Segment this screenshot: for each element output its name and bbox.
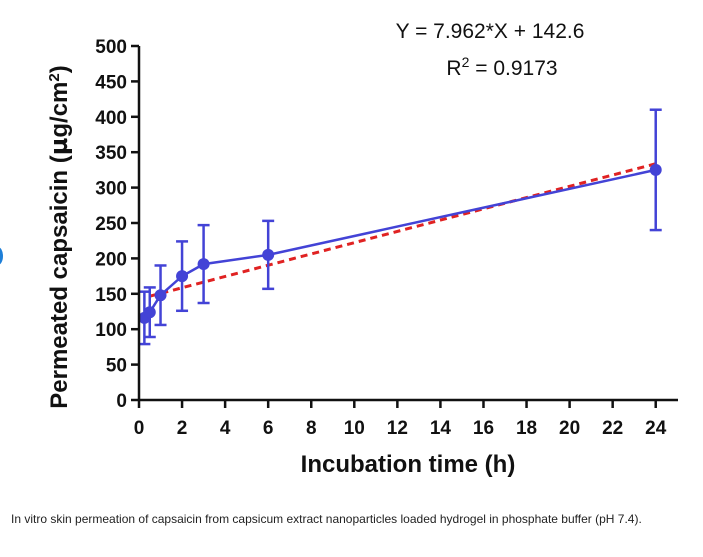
x-tick-label: 24: [645, 418, 667, 439]
y-tick-label: 200: [95, 249, 127, 270]
fit-equation: Y = 7.962*X + 142.6: [396, 20, 585, 43]
x-tick-label: 16: [473, 418, 494, 439]
x-tick-label: 8: [306, 418, 317, 439]
data-point: [154, 289, 167, 302]
x-tick-label: 12: [387, 418, 408, 439]
data-point: [197, 258, 210, 271]
figure-caption: In vitro skin permeation of capsaicin fr…: [11, 512, 642, 526]
x-tick-label: 6: [263, 418, 274, 439]
x-tick-label: 2: [177, 418, 188, 439]
data-point: [649, 163, 662, 176]
data-point: [143, 306, 156, 319]
y-tick-label: 50: [106, 356, 127, 377]
y-tick-label: 400: [95, 108, 127, 129]
x-tick-label: 20: [559, 418, 580, 439]
y-tick-label: 300: [95, 179, 127, 200]
data-point: [262, 248, 275, 261]
y-tick-label: 450: [95, 72, 127, 93]
plot-area: [138, 108, 662, 346]
fit-line: [149, 162, 657, 298]
x-tick-label: 4: [220, 418, 231, 439]
x-tick-label: 18: [516, 418, 537, 439]
x-tick-label: 22: [602, 418, 623, 439]
y-tick-label: 100: [95, 320, 127, 341]
x-tick-label: 0: [134, 418, 145, 439]
r-squared: R2 = 0.9173: [446, 54, 557, 80]
y-tick-label: 250: [95, 214, 127, 235]
y-tick-label: 150: [95, 285, 127, 306]
y-tick-label: 0: [116, 391, 127, 412]
x-tick-label: 14: [430, 418, 452, 439]
x-axis-title: Incubation time (h): [301, 451, 516, 478]
y-axis-title: Permeated capsaicin (µg/cm2): [45, 65, 73, 408]
series-line: [143, 168, 656, 319]
y-tick-label: 500: [95, 37, 127, 58]
y-tick-label: 350: [95, 143, 127, 164]
data-point: [176, 270, 189, 283]
x-tick-label: 10: [344, 418, 365, 439]
